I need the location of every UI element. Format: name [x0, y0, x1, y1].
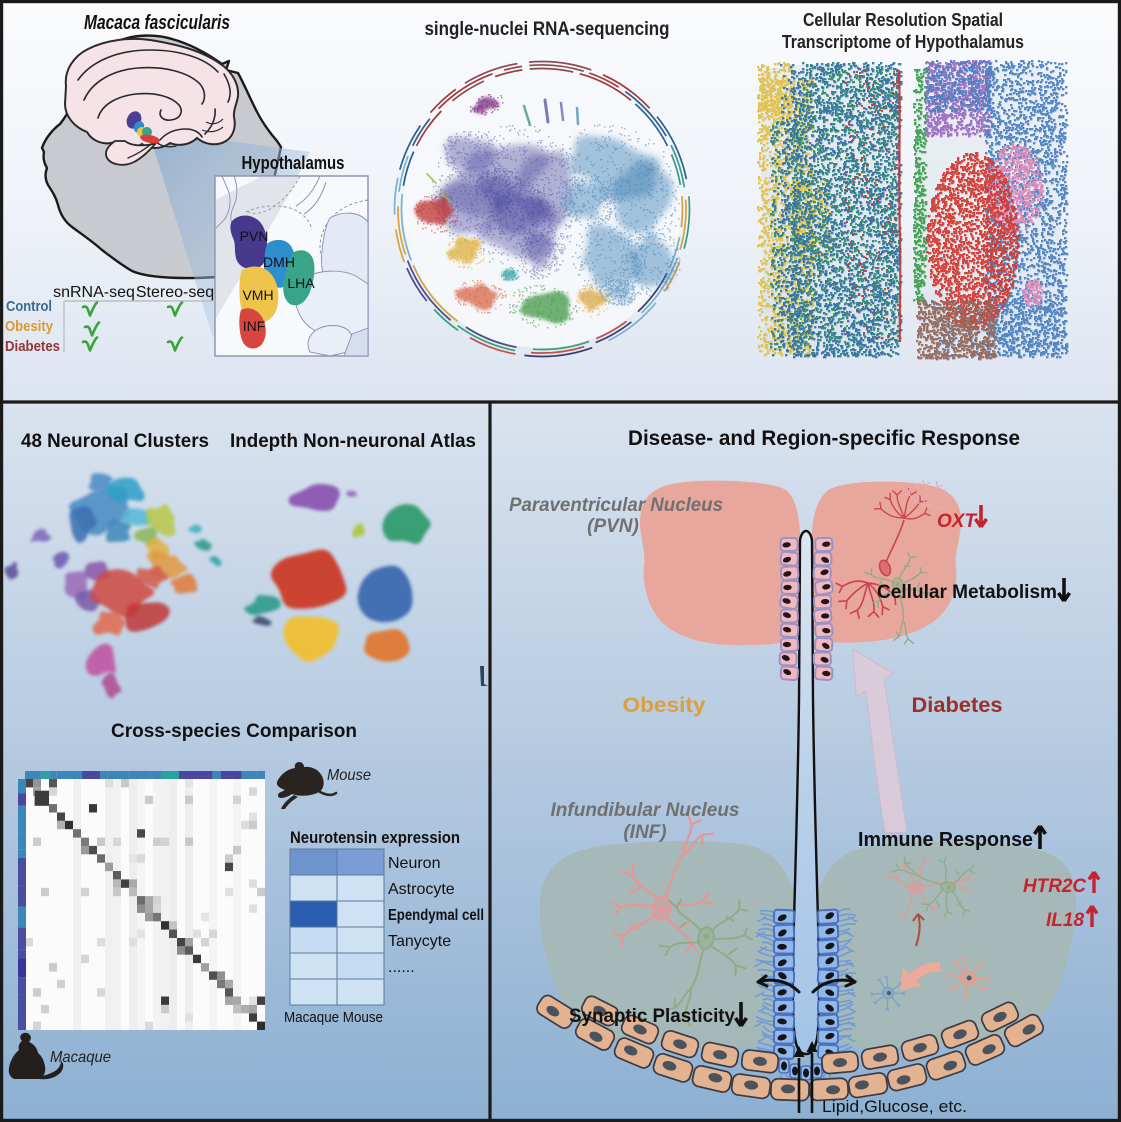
svg-text:LHA: LHA — [287, 275, 315, 291]
svg-text:Hypothalamus: Hypothalamus — [242, 153, 345, 173]
svg-text:Cellular Metabolism: Cellular Metabolism — [877, 582, 1057, 603]
svg-text:Diabetes: Diabetes — [5, 338, 60, 355]
svg-text:Macaque: Macaque — [50, 1049, 111, 1066]
svg-text:(INF): (INF) — [623, 822, 666, 843]
svg-text:Neuron: Neuron — [388, 855, 440, 872]
svg-text:VMH: VMH — [242, 287, 273, 303]
svg-text:(PVN): (PVN) — [587, 516, 639, 537]
svg-text:Macaque Mouse: Macaque Mouse — [284, 1009, 383, 1026]
svg-text:Stereo-seq: Stereo-seq — [136, 284, 214, 301]
svg-text:Lipid,Glucose, etc.: Lipid,Glucose, etc. — [822, 1097, 967, 1116]
svg-text:48 Neuronal Clusters: 48 Neuronal Clusters — [21, 431, 209, 452]
svg-text:Indepth Non-neuronal Atlas: Indepth Non-neuronal Atlas — [230, 431, 476, 452]
svg-text:Paraventricular Nucleus: Paraventricular Nucleus — [509, 495, 723, 516]
svg-text:PVN: PVN — [240, 228, 269, 244]
svg-text:IL18: IL18 — [1046, 910, 1084, 931]
svg-text:Diabetes: Diabetes — [912, 694, 1003, 717]
svg-text:Transcriptome of Hypothalamus: Transcriptome of Hypothalamus — [782, 32, 1024, 52]
svg-text:DMH: DMH — [263, 254, 295, 270]
svg-text:Tanycyte: Tanycyte — [388, 933, 451, 950]
svg-text:Infundibular Nucleus: Infundibular Nucleus — [551, 800, 740, 821]
svg-text:Obesity: Obesity — [5, 318, 54, 335]
svg-text:Synaptic Plasticity: Synaptic Plasticity — [569, 1006, 735, 1027]
svg-text:OXT: OXT — [937, 511, 977, 532]
svg-text:Ependymal cell: Ependymal cell — [388, 907, 484, 924]
svg-text:Control: Control — [6, 298, 52, 315]
svg-text:snRNA-seq: snRNA-seq — [53, 284, 135, 301]
svg-text:Immune Response: Immune Response — [858, 829, 1033, 851]
svg-text:Macaca fascicularis: Macaca fascicularis — [84, 12, 230, 34]
svg-text:......: ...... — [388, 959, 415, 976]
svg-text:Obesity: Obesity — [623, 694, 706, 717]
svg-text:Cross-species Comparison: Cross-species Comparison — [111, 721, 357, 742]
svg-text:Disease- and Region-specific R: Disease- and Region-specific Response — [628, 427, 1020, 450]
svg-text:Astrocyte: Astrocyte — [388, 881, 455, 898]
svg-text:INF: INF — [243, 318, 266, 334]
svg-text:Cellular Resolution Spatial: Cellular Resolution Spatial — [803, 10, 1003, 30]
svg-text:Neurotensin expression: Neurotensin expression — [290, 828, 460, 847]
svg-text:HTR2C: HTR2C — [1023, 876, 1086, 897]
svg-text:single-nuclei RNA-sequencing: single-nuclei RNA-sequencing — [425, 19, 670, 40]
svg-text:Mouse: Mouse — [327, 767, 371, 784]
